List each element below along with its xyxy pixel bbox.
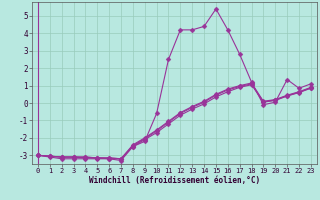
X-axis label: Windchill (Refroidissement éolien,°C): Windchill (Refroidissement éolien,°C): [89, 176, 260, 185]
